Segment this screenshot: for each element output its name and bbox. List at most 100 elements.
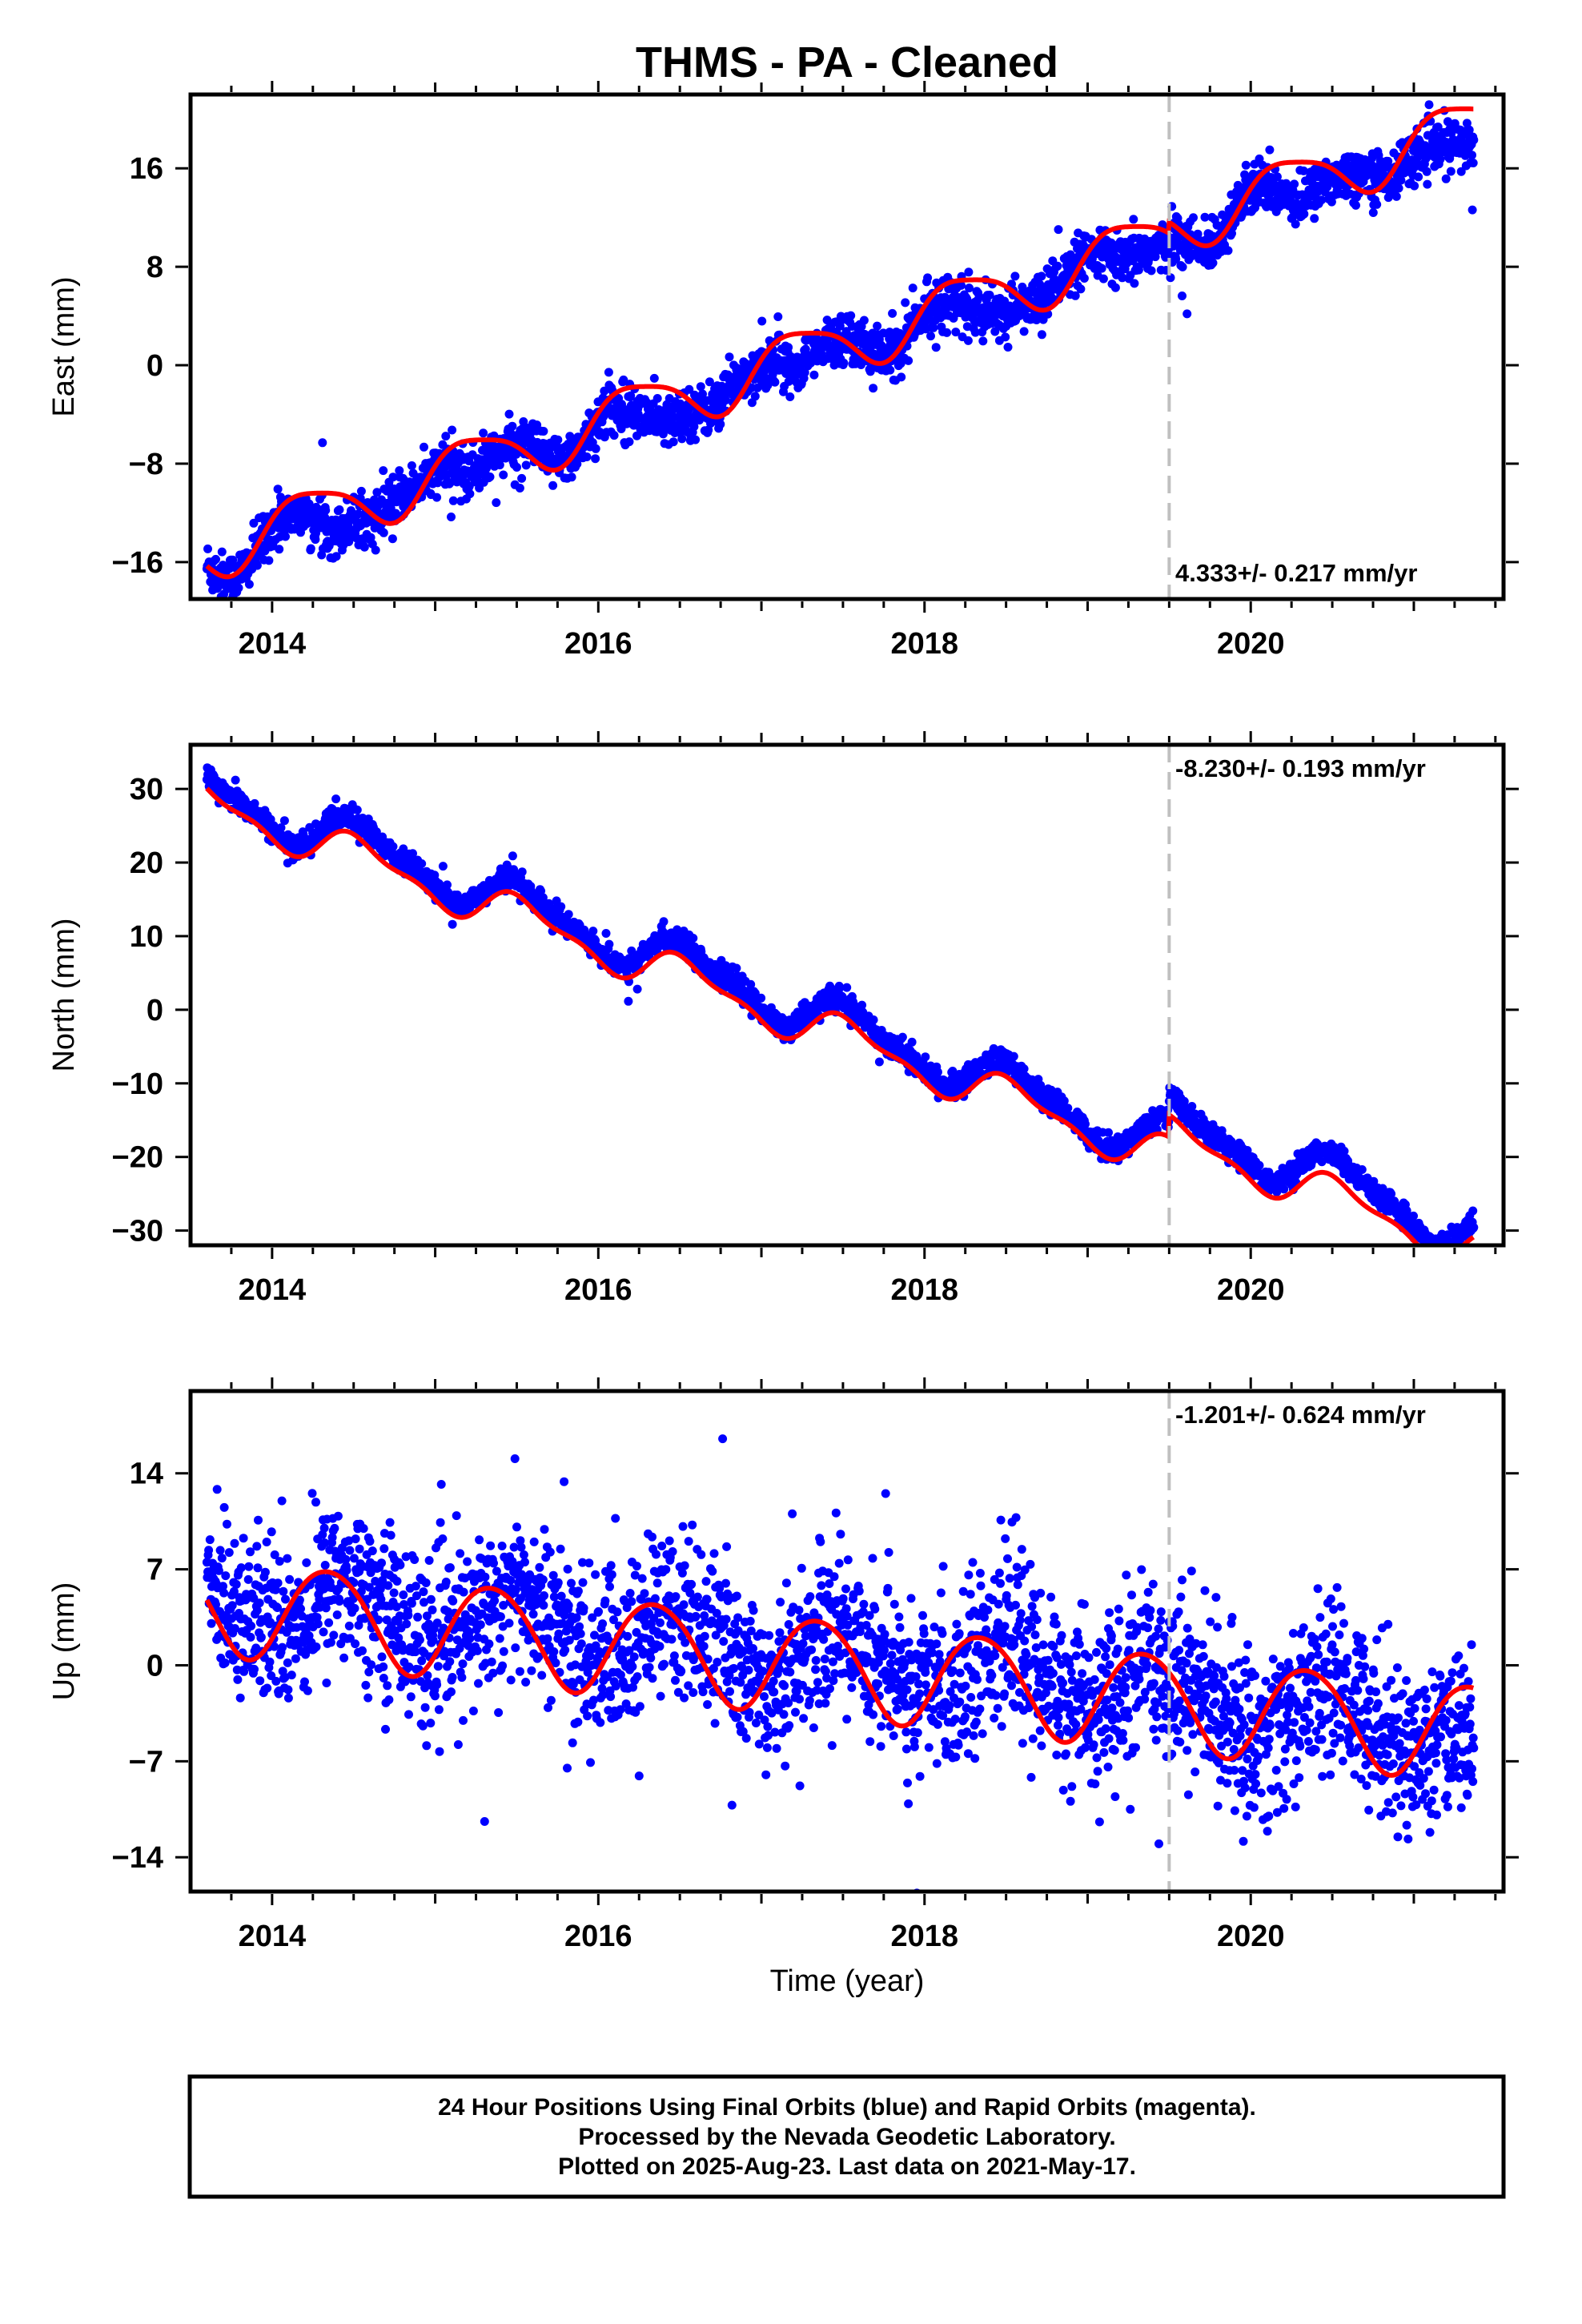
- east-data-point: [318, 438, 327, 448]
- east-data-point: [669, 437, 678, 447]
- east-data-point: [371, 545, 380, 555]
- east-data-point: [217, 547, 227, 557]
- east-data-point: [275, 545, 284, 554]
- east-x-tick-label: 2020: [1217, 627, 1285, 661]
- east-data-point: [485, 472, 495, 481]
- east-data-point: [926, 332, 935, 341]
- east-data-point: [1291, 219, 1300, 229]
- east-data-point: [203, 544, 212, 553]
- east-x-tick-label: 2016: [564, 627, 632, 661]
- north-data-point: [231, 775, 240, 785]
- north-data-point: [388, 842, 398, 851]
- east-data-point: [1178, 262, 1187, 271]
- east-data-point: [1394, 183, 1403, 193]
- east-data-point: [1146, 266, 1156, 275]
- north-data-point: [1019, 1064, 1029, 1074]
- east-data-point: [1223, 246, 1233, 255]
- east-data-point: [951, 328, 961, 337]
- east-data-point: [942, 328, 952, 337]
- east-data-point: [448, 496, 458, 505]
- east-data-point: [379, 528, 388, 537]
- east-data-point: [228, 555, 238, 565]
- east-data-point: [1456, 167, 1466, 176]
- east-data-point: [691, 435, 701, 444]
- east-data-point: [800, 368, 809, 377]
- east-data-point: [696, 382, 705, 392]
- east-data-point: [1396, 175, 1406, 185]
- east-data-point: [521, 460, 531, 470]
- north-data-point: [448, 919, 457, 929]
- east-data-point: [1182, 309, 1192, 319]
- east-data-point: [885, 365, 895, 375]
- north-data-point: [408, 849, 417, 858]
- east-data-point: [441, 432, 451, 441]
- east-data-point: [1003, 343, 1013, 352]
- east-data-point: [1469, 135, 1479, 145]
- east-data-point: [539, 427, 548, 436]
- east-data-point: [839, 358, 849, 368]
- east-data-point: [591, 454, 600, 464]
- north-data-point: [659, 917, 669, 927]
- east-data-point: [465, 489, 475, 499]
- east-data-point: [1001, 332, 1010, 342]
- east-data-point: [619, 375, 628, 384]
- east-data-point: [604, 368, 613, 377]
- east-data-point: [1193, 229, 1203, 239]
- east-data-point: [1468, 159, 1478, 167]
- east-data-point: [1383, 156, 1393, 166]
- east-data-point: [331, 552, 341, 561]
- east-data-point: [532, 420, 542, 430]
- east-data-point: [407, 461, 416, 470]
- north-data-point: [1063, 1104, 1073, 1113]
- north-data-point: [438, 862, 448, 871]
- east-data-point: [689, 422, 699, 432]
- east-data-point: [1290, 179, 1299, 189]
- east-data-point: [1076, 284, 1086, 294]
- east-data-point: [1423, 179, 1432, 189]
- east-data-point: [957, 280, 966, 290]
- east-data-point: [591, 444, 600, 453]
- east-data-point: [1130, 279, 1139, 288]
- east-data-point: [1010, 271, 1020, 281]
- east-data-point: [873, 321, 882, 331]
- east-data-point: [1433, 123, 1443, 131]
- east-data-point: [1468, 205, 1477, 215]
- north-data-point: [443, 880, 452, 890]
- east-y-tick-label: 8: [147, 251, 163, 284]
- north-data-point: [757, 993, 766, 1003]
- east-data-point: [869, 384, 878, 393]
- east-data-point: [211, 554, 220, 564]
- east-data-point: [244, 580, 254, 589]
- east-data-point: [1299, 209, 1309, 219]
- east-data-point: [865, 367, 875, 376]
- east-data-point: [582, 452, 592, 461]
- east-data-point: [515, 484, 524, 493]
- east-data-point: [1368, 208, 1378, 217]
- east-data-point: [1208, 258, 1218, 267]
- east-data-point: [1441, 174, 1451, 183]
- north-data-point: [517, 867, 527, 877]
- east-data-point: [785, 392, 795, 401]
- north-data-point: [536, 887, 546, 896]
- chart-title: THMS - PA - Cleaned: [636, 38, 1058, 86]
- east-y-tick-label: 16: [130, 152, 163, 186]
- east-data-point: [447, 513, 456, 521]
- east-rate-annotation: 4.333+/- 0.217 mm/yr: [1175, 559, 1417, 587]
- north-data-point: [601, 929, 611, 938]
- east-data-point: [1446, 167, 1456, 176]
- east-data-point: [281, 532, 290, 541]
- east-data-point: [965, 283, 974, 293]
- north-data-point: [632, 984, 642, 994]
- east-data-point: [1272, 172, 1282, 182]
- east-data-point: [1150, 252, 1160, 262]
- east-data-point: [1241, 160, 1251, 170]
- east-data-point: [1422, 167, 1431, 176]
- east-data-point: [1178, 292, 1186, 300]
- east-data-point: [234, 583, 243, 593]
- east-data-point: [985, 291, 994, 300]
- north-data-point: [921, 1052, 930, 1062]
- east-data-point: [395, 466, 404, 476]
- east-frame: [188, 92, 1506, 601]
- east-data-point: [1097, 263, 1106, 273]
